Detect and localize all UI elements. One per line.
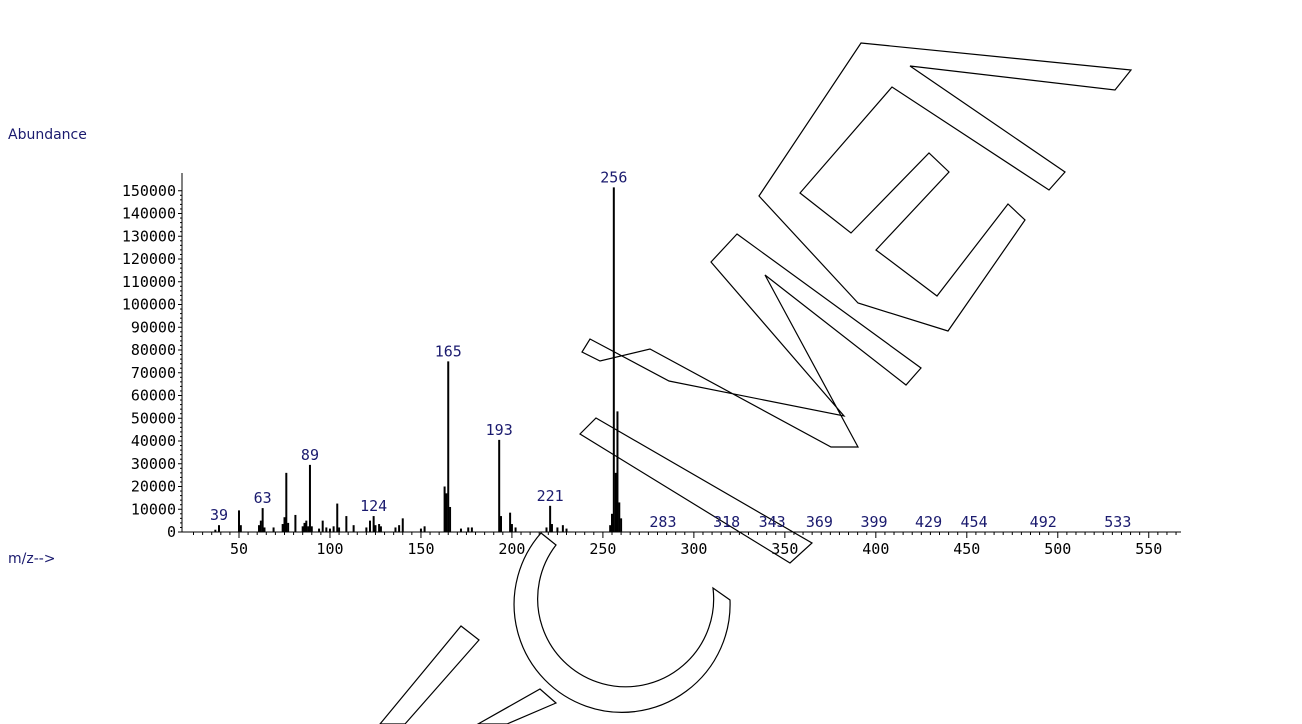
x-ticks: 50 100 150 200 250 300 350 400 450 500 550 (230, 532, 1162, 558)
x-tick-label: 50 (230, 540, 248, 558)
peak-label: 124 (360, 497, 387, 515)
y-tick-label: 0 (167, 523, 176, 541)
y-tick-label: 30000 (131, 455, 176, 473)
peak-label: 39 (210, 506, 228, 524)
peak-label: 165 (435, 342, 462, 360)
x-tick-label: 300 (680, 540, 707, 558)
y-axis-label: Abundance (8, 127, 87, 143)
peak-label: 533 (1104, 513, 1131, 531)
peak-label: 221 (537, 487, 564, 505)
x-axis-label: m/z--> (8, 551, 56, 567)
peak-label: 256 (600, 168, 627, 186)
peak-label: 454 (961, 513, 988, 531)
x-tick-label: 150 (407, 540, 434, 558)
y-tick-label: 80000 (131, 341, 176, 359)
peak-label: 399 (860, 513, 887, 531)
peaks (214, 187, 623, 532)
x-tick-label: 450 (953, 540, 980, 558)
peak-label: 369 (806, 513, 833, 531)
y-tick-label: 10000 (131, 500, 176, 518)
peak-label: 343 (759, 513, 786, 531)
y-tick-label: 110000 (122, 273, 176, 291)
x-tick-label: 200 (498, 540, 525, 558)
peak-label: 429 (915, 513, 942, 531)
y-tick-label: 40000 (131, 432, 176, 450)
peak-label: 318 (713, 513, 740, 531)
x-minor-ticks (193, 532, 1177, 535)
y-tick-label: 140000 (122, 205, 176, 223)
peak-label: 193 (486, 421, 513, 439)
x-tick-label: 550 (1135, 540, 1162, 558)
peak-label: 492 (1030, 513, 1057, 531)
peak-label: 63 (254, 489, 272, 507)
y-tick-label: 130000 (122, 227, 176, 245)
x-tick-label: 100 (316, 540, 343, 558)
x-tick-label: 500 (1044, 540, 1071, 558)
y-tick-label: 60000 (131, 387, 176, 405)
peak-label: 283 (649, 513, 676, 531)
y-tick-label: 100000 (122, 296, 176, 314)
x-tick-label: 250 (589, 540, 616, 558)
y-tick-label: 50000 (131, 409, 176, 427)
x-tick-label: 400 (862, 540, 889, 558)
y-tick-label: 120000 (122, 250, 176, 268)
y-tick-label: 20000 (131, 478, 176, 496)
watermark (379, 42, 1133, 724)
peak-label: 89 (301, 446, 319, 464)
y-ticks: 0 10000 20000 30000 40000 50000 60000 70000 8000… (122, 182, 182, 541)
y-tick-label: 70000 (131, 364, 176, 382)
x-tick-label: 350 (771, 540, 798, 558)
y-tick-label: 150000 (122, 182, 176, 200)
y-tick-label: 90000 (131, 318, 176, 336)
peak-labels: 39 63 89 124 165 193 221 256 283 318 343 369 399 429 4… (210, 168, 1131, 531)
